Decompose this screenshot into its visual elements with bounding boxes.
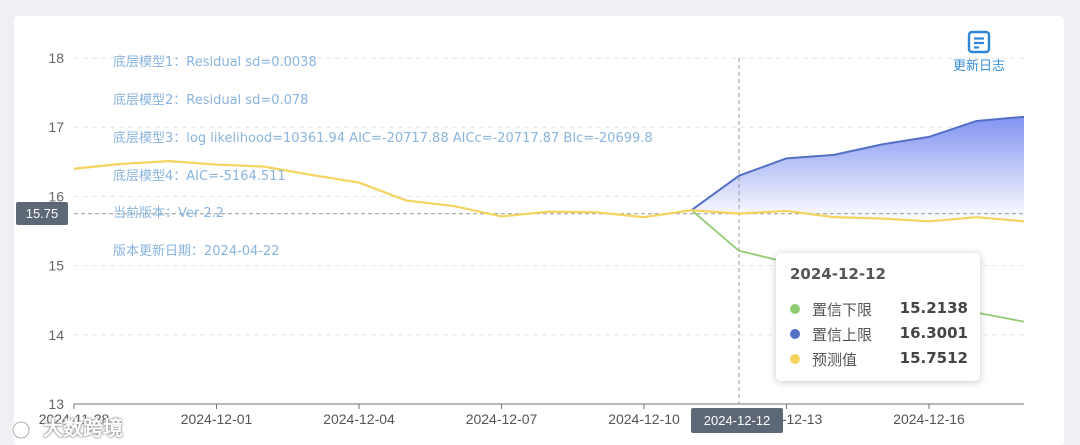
chart-card: 13 14 15 16 17 18 2024-11-28 2024-12-01 2024-12-… — [14, 16, 1064, 445]
tooltip-row-lower: 置信下限 15.2138 — [790, 297, 970, 319]
tooltip-row-name: 置信下限 — [812, 301, 873, 319]
x-tick-label: 2024-12-07 — [466, 411, 538, 427]
x-tick-label: 2024-12-04 — [323, 411, 395, 427]
note-version: 当前版本：Ver 2.2 — [113, 206, 225, 221]
note-model-3: 底层模型3：log likelihood=10361.94 AIC=-20717… — [113, 131, 653, 146]
y-tick-label: 15 — [48, 258, 64, 274]
note-model-2: 底层模型2：Residual sd=0.078 — [113, 93, 309, 108]
tooltip-row-value: 15.7512 — [899, 349, 968, 367]
lower-bound-dot-icon — [790, 304, 800, 314]
confidence-band-area — [691, 116, 1024, 222]
y-axis-pointer-label: 15.75 — [16, 202, 68, 225]
y-tick-label: 14 — [48, 327, 64, 343]
x-tick-label: 2024-12-16 — [893, 411, 965, 427]
upper-bound-dot-icon — [790, 329, 800, 339]
x-axis-pointer-label: 2024-12-12 — [691, 408, 783, 433]
tooltip-row-value: 15.2138 — [899, 299, 968, 317]
tooltip-row-forecast: 预测值 15.7512 — [790, 347, 970, 369]
note-model-4: 底层模型4：AIC=-5164.511 — [113, 169, 286, 184]
watermark: 大数跨境 — [10, 412, 123, 440]
x-tick-label: 2024-12-01 — [181, 411, 253, 427]
tooltip-row-upper: 置信上限 16.3001 — [790, 322, 970, 344]
changelog-label: 更新日志 — [952, 59, 1005, 74]
y-tick-label: 16 — [48, 188, 64, 204]
note-model-1: 底层模型1：Residual sd=0.0038 — [113, 55, 317, 70]
y-tick-label: 13 — [48, 396, 64, 412]
changelog-button[interactable]: 更新日志 — [946, 30, 1012, 80]
tooltip-row-name: 预测值 — [812, 351, 858, 369]
x-tick-label: 2024-11-28 — [39, 411, 110, 427]
x-tick-label: 2024-12-10 — [608, 411, 680, 427]
tooltip-title: 2024-12-12 — [790, 265, 886, 283]
note-update-date: 版本更新日期：2024-04-22 — [113, 244, 280, 259]
y-tick-label: 18 — [48, 50, 64, 66]
chart-tooltip: 2024-12-12 置信下限 15.2138 置信上限 16.3001 预测值… — [776, 253, 980, 381]
tooltip-row-name: 置信上限 — [812, 326, 873, 344]
upper-bound-line — [690, 115, 1025, 212]
y-tick-label: 17 — [48, 119, 64, 135]
watermark-text: 大数跨境 — [42, 416, 123, 440]
forecast-chart: 13 14 15 16 17 18 2024-11-28 2024-12-01 2024-12-… — [39, 50, 1025, 427]
tooltip-row-value: 16.3001 — [899, 324, 968, 342]
logo-icon — [11, 420, 31, 439]
document-icon — [967, 30, 991, 54]
forecast-line — [73, 160, 1025, 223]
forecast-dot-icon — [790, 354, 800, 364]
